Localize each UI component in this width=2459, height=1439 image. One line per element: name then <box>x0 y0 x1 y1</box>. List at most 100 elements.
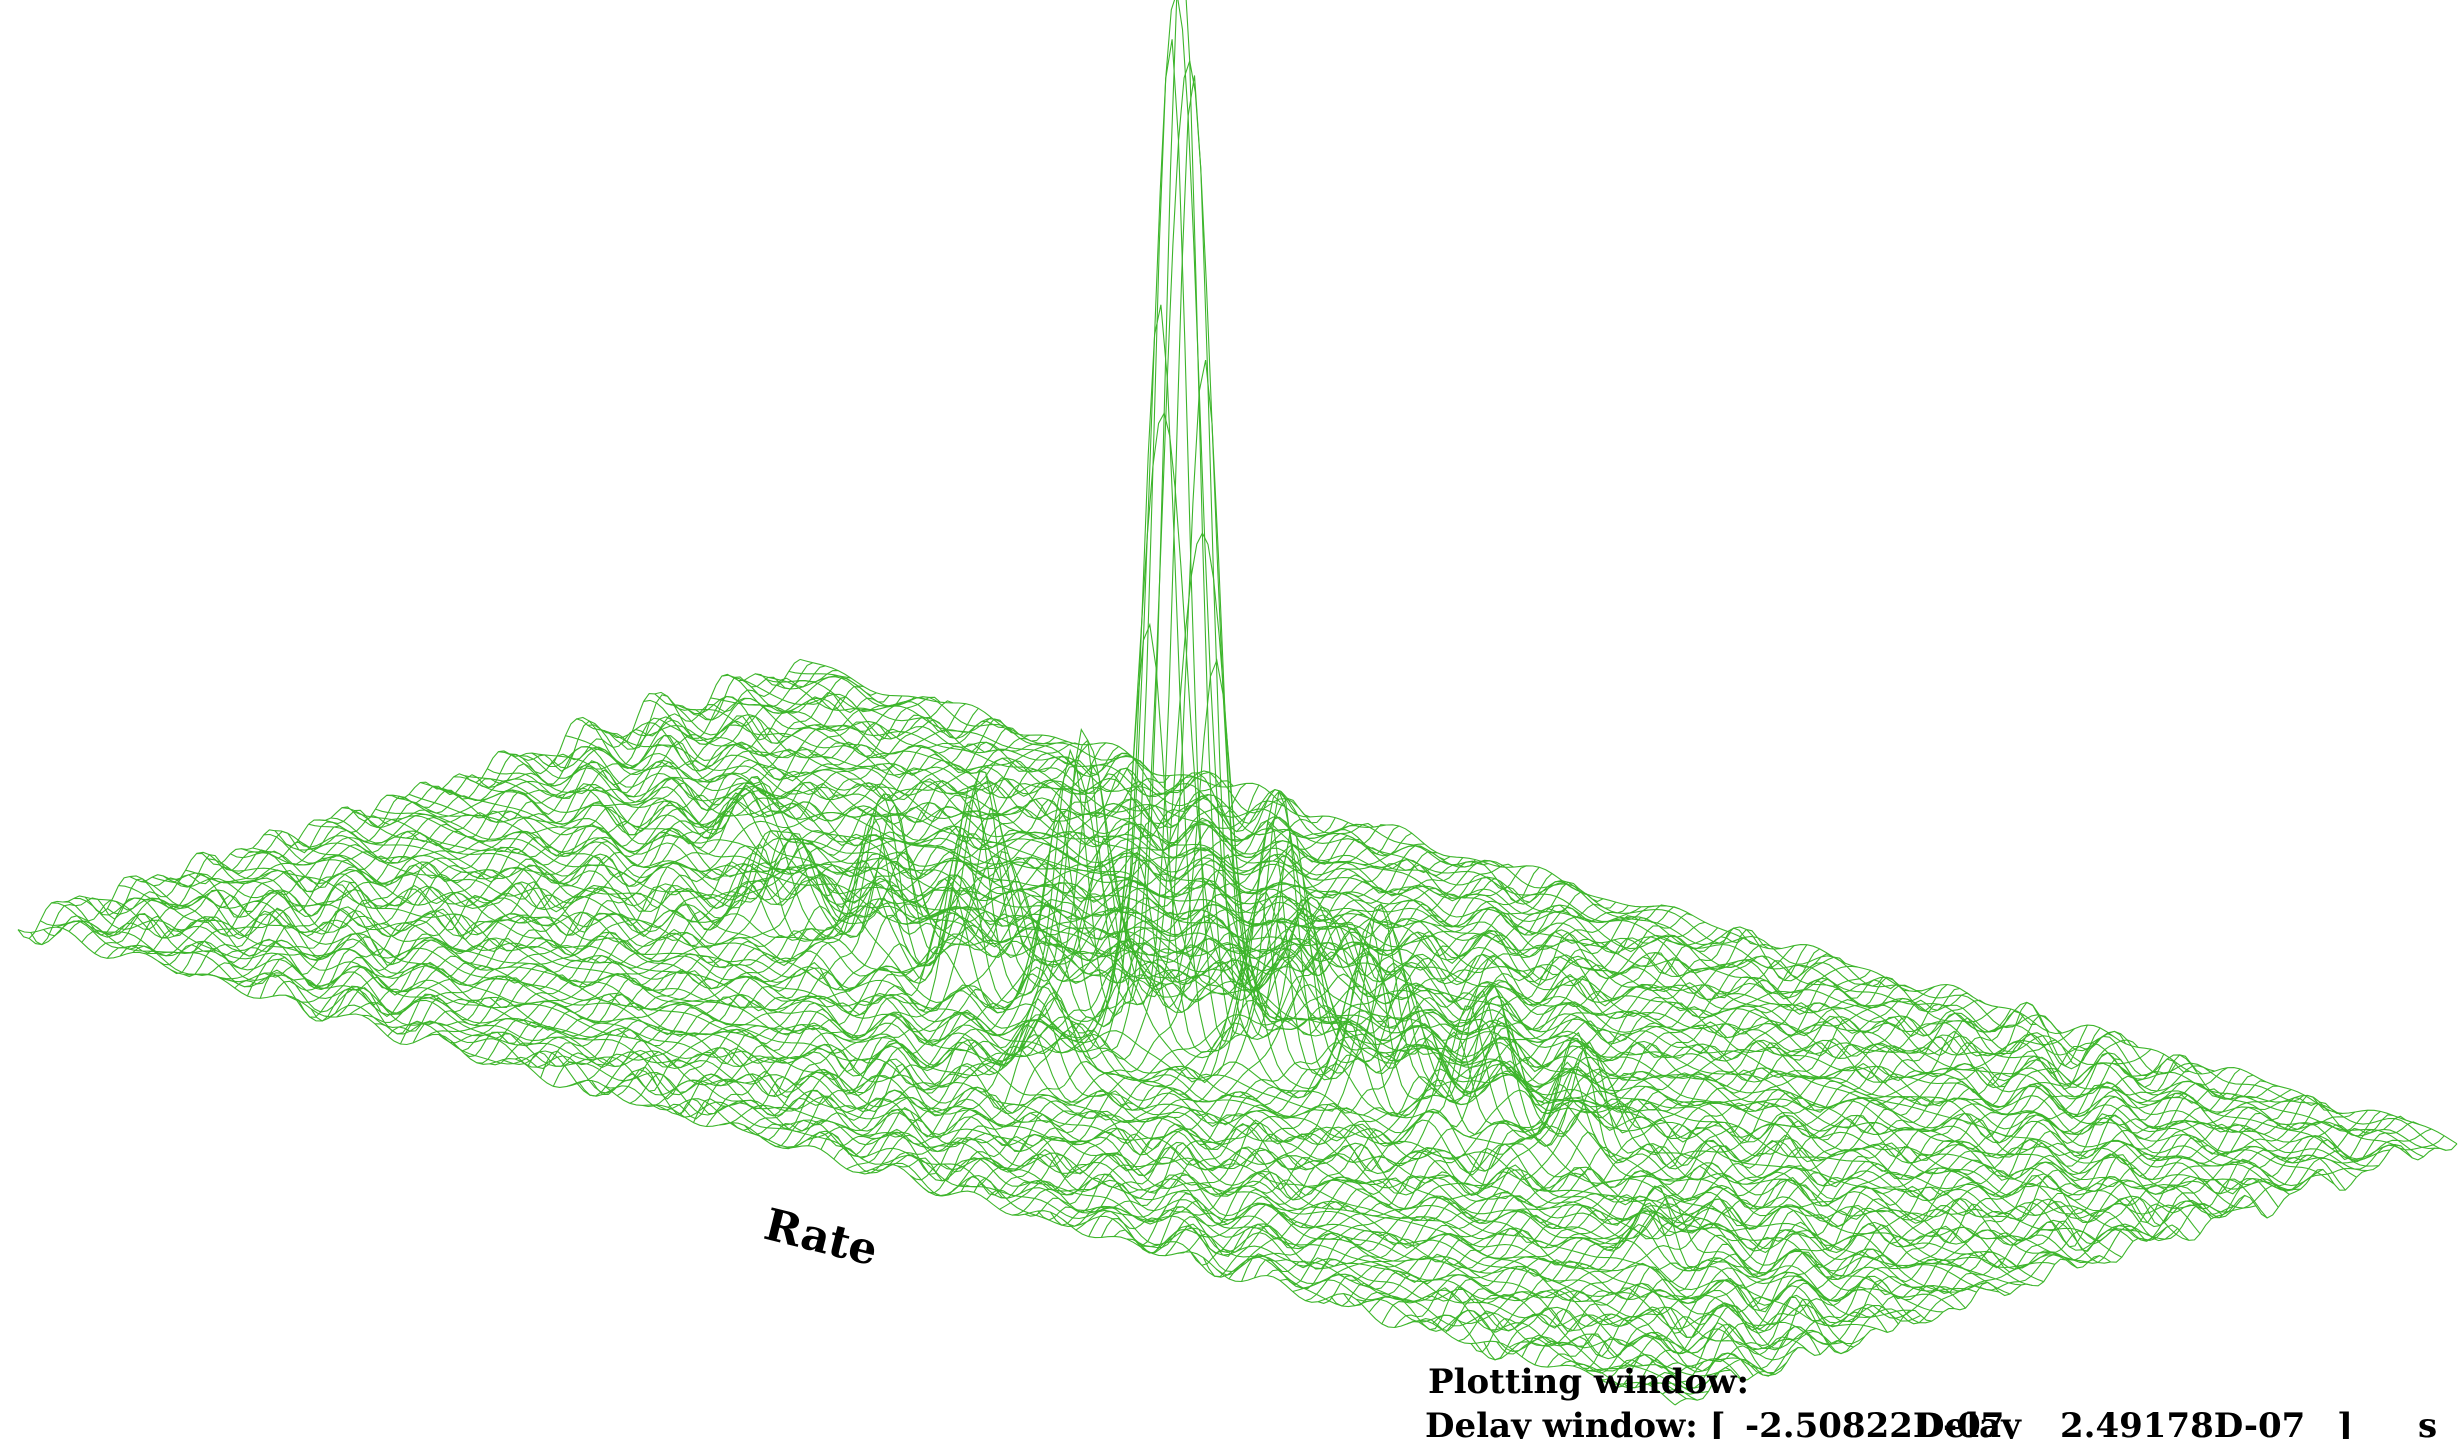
mesh-delay-line <box>68 675 852 936</box>
mesh-delay-line <box>259 734 1043 999</box>
mesh-delay-line <box>871 905 1655 1171</box>
mesh-rate-line <box>509 753 2167 1241</box>
mesh-delay-line <box>1623 1115 2407 1389</box>
mesh-delay-line <box>1317 1027 2101 1304</box>
mesh-delay-line <box>1012 903 1795 1216</box>
mesh-delay-line <box>922 847 1706 1194</box>
mesh-delay-line <box>1368 1048 2152 1313</box>
mesh-delay-line <box>43 665 826 937</box>
mesh-delay-line <box>81 677 864 943</box>
mesh-delay-line <box>1024 944 1808 1217</box>
mesh-delay-line <box>680 857 1464 1115</box>
mesh-rate-line <box>721 674 2379 1167</box>
mesh-delay-line <box>718 739 1502 1126</box>
mesh-delay-line <box>1356 1039 2139 1302</box>
mesh-delay-line <box>744 865 1527 1136</box>
mesh-rate-line <box>665 702 2324 1187</box>
mesh-delay-line <box>1075 965 1858 1231</box>
mesh-delay-line <box>145 697 928 955</box>
mesh-delay-line <box>731 861 1515 1131</box>
mesh-delay-line <box>1649 1128 2432 1390</box>
mesh-delay-line <box>1534 1097 2318 1366</box>
mesh-delay-line <box>629 832 1413 1104</box>
mesh-delay-line <box>1559 1101 2343 1370</box>
mesh-delay-line <box>833 531 1617 1160</box>
mesh-delay-line <box>1470 1074 2254 1353</box>
mesh-delay-line <box>756 866 1540 1141</box>
mesh-delay-line <box>56 670 839 936</box>
mesh-delay-line <box>209 716 992 980</box>
mesh-delay-line <box>1202 999 1986 1278</box>
mesh-delay-line <box>1062 956 1846 1227</box>
mesh-rate-line <box>140 881 1799 1361</box>
mesh-delay-line <box>234 718 1017 989</box>
mesh-rate-line <box>51 902 1709 1394</box>
mesh-delay-line <box>349 755 1132 1015</box>
plotting-window-info: Plotting window: Delay window: [ -2.5082… <box>1425 1362 2437 1439</box>
mesh-delay-line <box>1419 1054 2203 1332</box>
delay-window-max: 2.49178D-07 <box>2060 1406 2305 1439</box>
mesh-delay-line <box>514 788 1298 1070</box>
mesh-delay-line <box>157 696 941 966</box>
delay-axis-label: Delay <box>1915 1406 2022 1439</box>
mesh-delay-line <box>1674 1143 2458 1406</box>
mesh-delay-line <box>884 904 1667 1175</box>
mesh-delay-line <box>1152 986 1935 1254</box>
mesh-delay-line <box>769 873 1553 1148</box>
mesh-delay-line <box>297 742 1081 1018</box>
mesh-delay-line <box>527 797 1311 1067</box>
mesh-delay-line <box>604 799 1387 1092</box>
mesh-delay-line <box>1343 1030 2127 1307</box>
mesh-delay-line <box>1496 1085 2279 1355</box>
mesh-delay-line <box>1241 1014 2025 1282</box>
mesh-delay-line <box>438 770 1222 1044</box>
mesh-delay-line <box>1509 1089 2292 1348</box>
mesh-delay-line <box>1521 1094 2305 1358</box>
mesh-delay-line <box>782 819 1565 1150</box>
mesh-delay-line <box>552 816 1336 1087</box>
mesh-rate-line <box>755 673 2413 1159</box>
mesh-delay-line <box>1113 979 1897 1247</box>
mesh-delay-line <box>183 703 967 978</box>
mesh-delay-line <box>1228 1008 2012 1280</box>
mesh-delay-line <box>820 60 1604 1157</box>
mesh-delay-line <box>399 767 1183 1045</box>
mesh-delay-line <box>387 773 1171 1037</box>
mesh-delay-line <box>692 859 1476 1123</box>
mesh-delay-line <box>1572 1111 2356 1374</box>
plotting-window-heading: Plotting window: <box>1428 1362 1749 1402</box>
delay-window-min: -2.50822D-07 <box>1745 1406 2004 1439</box>
mesh-delay-line <box>196 707 979 977</box>
mesh-delay-line <box>17 658 801 940</box>
mesh-delay-line <box>1177 987 1961 1258</box>
mesh-delay-line <box>106 691 890 959</box>
mesh-delay-line <box>1139 984 1922 1249</box>
mesh-delay-line <box>425 776 1209 1038</box>
mesh-delay-line <box>310 743 1094 1022</box>
mesh-delay-line <box>1100 976 1884 1238</box>
mesh-delay-line <box>960 936 1744 1196</box>
mesh-delay-line <box>591 822 1374 1095</box>
mesh-delay-line <box>807 0 1591 1148</box>
delay-window-close: ] <box>2337 1406 2353 1439</box>
mesh-delay-line <box>948 932 1731 1196</box>
mesh-delay-line <box>1088 970 1872 1237</box>
mesh-delay-line <box>1394 1058 2178 1328</box>
rate-axis-label: Rate <box>759 1199 882 1276</box>
mesh-delay-line <box>795 411 1578 1148</box>
mesh-delay-line <box>1292 1028 2075 1293</box>
mesh-delay-line <box>412 776 1196 1044</box>
mesh-delay-line <box>323 742 1107 1018</box>
mesh-delay-line <box>1266 1001 2050 1286</box>
mesh-delay-line <box>119 695 903 957</box>
mesh-delay-line <box>1215 1006 1999 1276</box>
mesh-delay-line <box>502 800 1285 1065</box>
mesh-delay-line <box>1305 1024 2088 1302</box>
surface-mesh <box>17 0 2458 1406</box>
mesh-delay-line <box>1407 1058 2190 1331</box>
mesh-delay-line <box>846 893 1629 1170</box>
mesh-delay-line <box>540 815 1324 1079</box>
mesh-delay-line <box>655 845 1438 1116</box>
mesh-delay-line <box>1190 992 1973 1266</box>
